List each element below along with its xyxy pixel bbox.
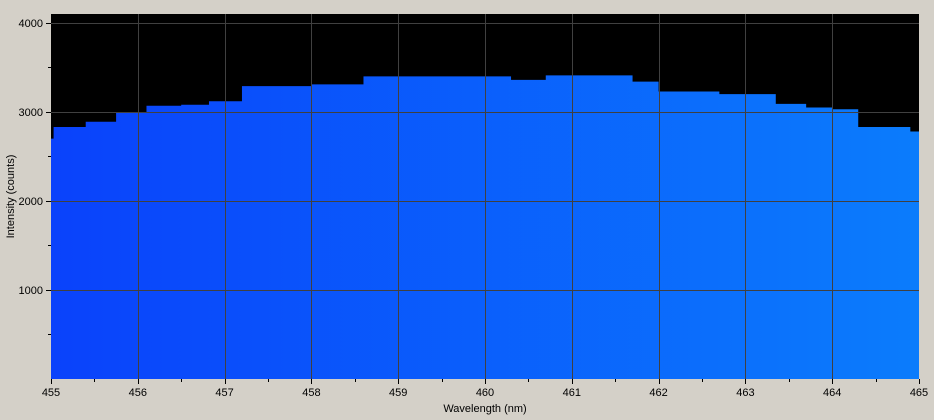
x-tick-label: 465 xyxy=(910,387,928,399)
x-tick-label: 460 xyxy=(476,387,494,399)
x-tick-label: 462 xyxy=(649,387,667,399)
x-tick-label: 456 xyxy=(129,387,147,399)
x-tick-label: 455 xyxy=(42,387,60,399)
x-tick-label: 457 xyxy=(215,387,233,399)
y-tick-label: 4000 xyxy=(19,18,43,30)
x-tick-labels: 455 456 457 458 459 460 461 462 463 464 465 xyxy=(42,387,928,399)
x-tick-label: 461 xyxy=(563,387,581,399)
y-tick-label: 1000 xyxy=(19,285,43,297)
grid-lines xyxy=(51,14,919,379)
y-tick-label: 3000 xyxy=(19,107,43,119)
y-tick-label: 2000 xyxy=(19,196,43,208)
x-tick-label: 463 xyxy=(736,387,754,399)
y-tick-labels: 1000 2000 3000 4000 xyxy=(19,18,43,297)
y-axis-label: Intensity (counts) xyxy=(5,155,17,239)
x-tick-label: 459 xyxy=(389,387,407,399)
x-tick-label: 464 xyxy=(823,387,841,399)
x-tick-label: 458 xyxy=(302,387,320,399)
axis-ticks xyxy=(46,23,920,384)
x-axis-label: Wavelength (nm) xyxy=(443,403,526,415)
